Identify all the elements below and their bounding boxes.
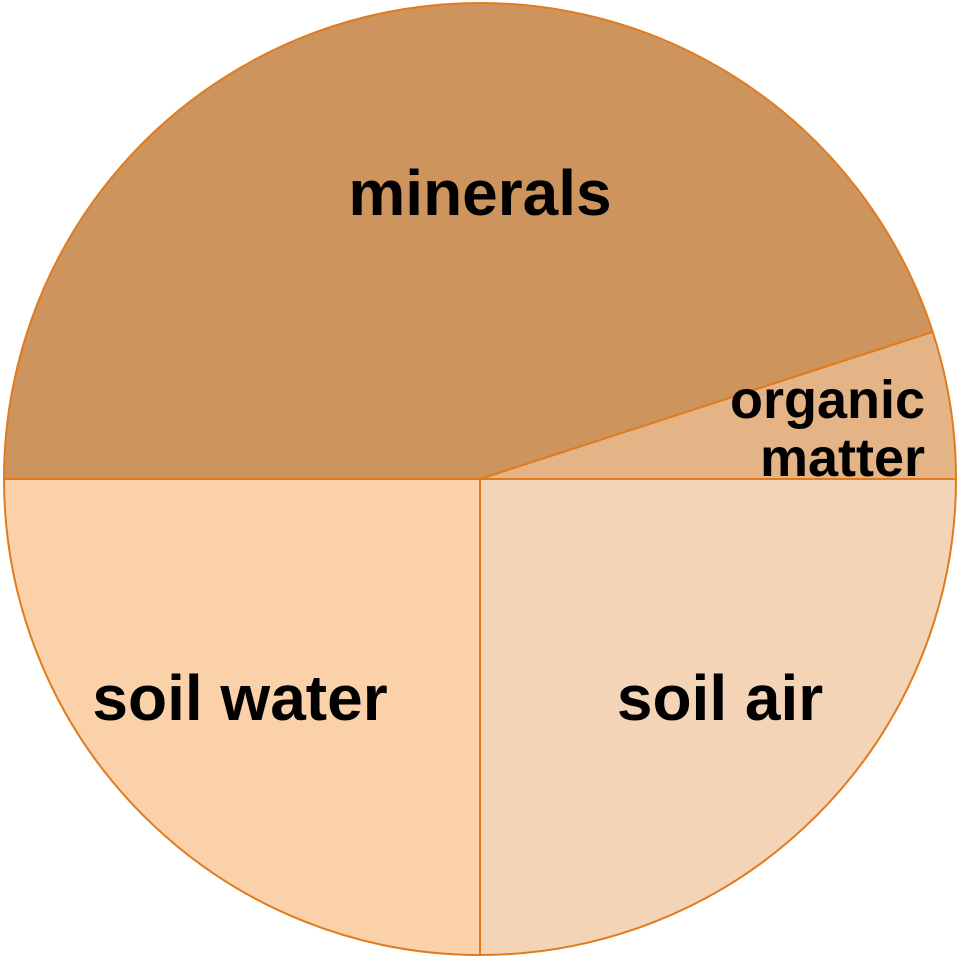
slice-label-soil_air: soil air xyxy=(617,662,823,734)
slice-label-soil_water: soil water xyxy=(92,662,387,734)
slice-label-minerals: minerals xyxy=(348,157,611,229)
soil-composition-pie-chart: minerals organicmatter soil air soil water xyxy=(0,0,960,958)
slice-label-organic_matter: organicmatter xyxy=(730,370,925,488)
